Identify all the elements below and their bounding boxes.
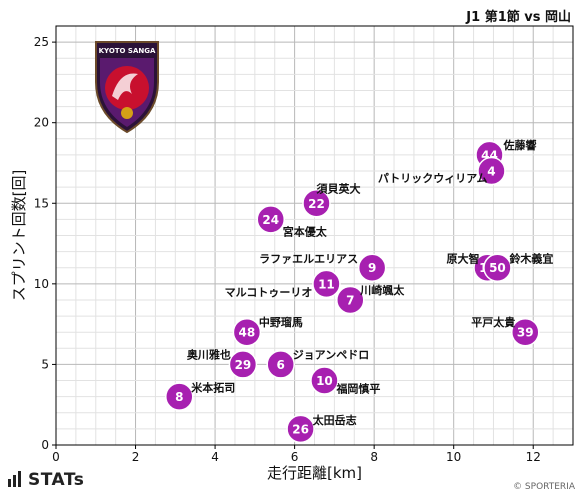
data-point: 29 奥川雅也 xyxy=(186,347,258,379)
point-name-label: 福岡慎平 xyxy=(335,382,380,396)
x-tick-label: 12 xyxy=(526,450,541,464)
crest-seal xyxy=(121,107,133,119)
y-tick-label: 5 xyxy=(41,357,49,371)
x-tick-label: 2 xyxy=(132,450,140,464)
point-number: 6 xyxy=(277,358,285,372)
y-tick-label: 25 xyxy=(34,35,49,49)
data-point: 7 川崎颯太 xyxy=(336,283,405,315)
data-points: 44佐藤響4パトリックウィリアム22須貝英大24宮本優太9ラファエルエリアス14… xyxy=(165,138,553,444)
point-name-label: パトリックウィリアム xyxy=(378,172,488,185)
point-name-label: ラファエルエリアス xyxy=(259,253,358,266)
point-name-label: 米本拓司 xyxy=(190,381,235,395)
point-number: 29 xyxy=(235,358,252,372)
y-tick-label: 20 xyxy=(34,116,49,130)
point-name-label: 鈴木義宜 xyxy=(509,252,553,266)
point-name-label: 佐藤響 xyxy=(502,138,536,152)
point-number: 24 xyxy=(262,213,279,227)
bar-chart-icon xyxy=(8,471,23,492)
point-number: 7 xyxy=(346,293,354,307)
club-logo: KYOTO SANGA xyxy=(95,41,159,134)
point-name-label: マルコトゥーリオ xyxy=(225,286,313,299)
point-number: 39 xyxy=(517,326,534,340)
point-name-label: 須貝英大 xyxy=(315,181,360,195)
point-name-label: 平戸太貴 xyxy=(471,315,515,329)
x-tick-label: 4 xyxy=(211,450,219,464)
crest-text: KYOTO SANGA xyxy=(99,47,156,55)
point-marker xyxy=(310,366,339,395)
y-tick-label: 15 xyxy=(34,196,49,210)
point-number: 4 xyxy=(487,165,495,179)
x-tick-label: 8 xyxy=(370,450,378,464)
point-marker xyxy=(312,269,341,299)
point-number: 10 xyxy=(316,374,333,388)
copyright: © SPORTERIA xyxy=(513,482,575,492)
y-tick-label: 10 xyxy=(34,277,49,291)
point-marker xyxy=(286,414,315,444)
point-name-label: 奥川雅也 xyxy=(186,347,231,361)
chart-title: J1 第1節 vs 岡山 xyxy=(466,10,571,25)
point-number: 11 xyxy=(318,277,335,291)
point-name-label: 宮本優太 xyxy=(283,224,328,238)
point-marker xyxy=(357,253,387,282)
brand-text: STATs xyxy=(28,470,85,490)
point-number: 8 xyxy=(175,390,183,404)
point-number: 48 xyxy=(239,326,256,340)
point-name-label: 中野瑠馬 xyxy=(259,315,303,329)
plot-frame xyxy=(55,25,574,446)
x-tick-label: 6 xyxy=(291,450,299,464)
x-tick-label: 0 xyxy=(52,450,60,464)
point-marker xyxy=(336,285,365,315)
data-point: 8 米本拓司 xyxy=(165,381,235,411)
point-name-label: 原大智 xyxy=(446,252,479,266)
point-marker xyxy=(302,189,331,218)
point-marker xyxy=(266,350,295,379)
data-point: 6 ジョアンペドロ xyxy=(266,348,370,379)
data-point: 24 宮本優太 xyxy=(256,205,328,238)
data-point: 11 マルコトゥーリオ xyxy=(225,269,341,299)
point-name-label: 川崎颯太 xyxy=(359,283,405,297)
y-tick-label: 0 xyxy=(41,438,49,452)
x-axis-label: 走行距離[km] xyxy=(267,464,362,482)
point-name-label: ジョアンペドロ xyxy=(293,348,370,361)
point-marker xyxy=(228,350,258,379)
point-marker xyxy=(477,156,506,186)
stats-brand: STATs xyxy=(8,470,84,492)
point-marker xyxy=(165,382,194,411)
x-tick-label: 10 xyxy=(446,450,461,464)
point-marker xyxy=(232,317,262,347)
data-point: 9 ラファエルエリアス xyxy=(259,253,387,282)
phoenix-wing xyxy=(112,73,138,100)
point-marker xyxy=(511,317,540,347)
point-name-label: 太田岳志 xyxy=(312,413,357,427)
point-number: 50 xyxy=(489,261,506,275)
point-number: 22 xyxy=(308,197,325,211)
point-marker xyxy=(256,205,286,234)
data-point: 22 須貝英大 xyxy=(302,181,360,218)
point-number: 9 xyxy=(368,261,376,275)
point-number: 26 xyxy=(292,422,309,436)
point-marker xyxy=(483,253,512,282)
y-axis-label: スプリント回数[回] xyxy=(10,170,28,302)
